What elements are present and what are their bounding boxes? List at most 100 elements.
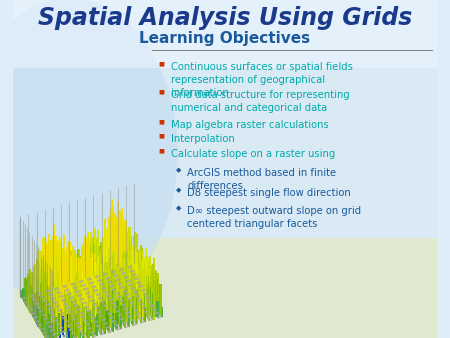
Bar — [115, 232, 117, 297]
Polygon shape — [99, 314, 104, 317]
Bar — [28, 277, 30, 303]
Bar — [136, 252, 138, 316]
Bar — [90, 258, 93, 320]
Bar — [80, 265, 81, 285]
Bar — [55, 264, 58, 317]
Bar — [94, 235, 95, 276]
Bar — [57, 279, 59, 328]
Polygon shape — [26, 305, 31, 308]
Bar — [144, 248, 147, 306]
Bar — [49, 306, 51, 330]
Bar — [31, 272, 33, 299]
Text: ■: ■ — [159, 61, 165, 66]
Polygon shape — [73, 304, 79, 307]
Bar — [128, 260, 130, 302]
Bar — [109, 265, 111, 279]
Bar — [43, 310, 45, 336]
Bar — [44, 305, 46, 338]
Bar — [64, 252, 66, 323]
Bar — [86, 250, 88, 288]
Bar — [101, 286, 103, 321]
Bar — [148, 282, 150, 321]
Bar — [106, 267, 108, 273]
Bar — [134, 283, 136, 321]
Bar — [76, 267, 78, 304]
Bar — [100, 269, 102, 295]
Bar — [120, 220, 122, 280]
Bar — [81, 250, 83, 296]
Bar — [71, 263, 73, 319]
Bar — [149, 287, 151, 314]
Bar — [135, 254, 137, 314]
Bar — [115, 318, 117, 329]
Bar — [68, 258, 69, 289]
Polygon shape — [103, 273, 108, 276]
Bar — [39, 301, 40, 329]
Bar — [61, 258, 63, 311]
Polygon shape — [93, 289, 99, 292]
Bar — [109, 251, 112, 303]
Bar — [84, 275, 86, 333]
Bar — [108, 218, 111, 286]
Polygon shape — [157, 315, 162, 318]
Bar — [68, 250, 70, 297]
Bar — [33, 281, 35, 294]
Polygon shape — [56, 291, 62, 294]
Bar — [126, 286, 128, 323]
Bar — [107, 262, 108, 306]
Bar — [126, 233, 128, 283]
Bar — [38, 296, 40, 320]
Bar — [46, 244, 49, 301]
Bar — [146, 284, 148, 317]
Bar — [110, 292, 112, 328]
Bar — [135, 254, 138, 291]
Polygon shape — [81, 301, 87, 305]
Bar — [130, 264, 132, 306]
Polygon shape — [48, 293, 53, 296]
Bar — [75, 287, 77, 334]
Polygon shape — [123, 276, 129, 279]
Bar — [73, 258, 75, 323]
Bar — [61, 250, 63, 327]
Bar — [134, 232, 136, 280]
Bar — [97, 261, 99, 322]
Bar — [54, 317, 57, 338]
Bar — [90, 260, 91, 318]
Polygon shape — [105, 276, 110, 280]
Bar — [100, 264, 102, 304]
Bar — [133, 276, 135, 319]
Bar — [74, 314, 76, 338]
Polygon shape — [50, 329, 55, 332]
Bar — [41, 279, 43, 317]
Bar — [72, 272, 73, 287]
Bar — [104, 219, 106, 294]
Bar — [67, 260, 69, 305]
Bar — [60, 260, 63, 293]
Polygon shape — [31, 312, 36, 315]
Bar — [36, 259, 38, 300]
Bar — [104, 302, 107, 327]
Bar — [124, 231, 126, 279]
Bar — [40, 251, 41, 306]
Bar — [66, 314, 68, 334]
Polygon shape — [129, 301, 134, 304]
Bar — [80, 290, 82, 334]
Bar — [57, 274, 59, 319]
Polygon shape — [114, 292, 119, 295]
Bar — [25, 286, 27, 297]
Bar — [95, 314, 98, 336]
Bar — [134, 257, 135, 312]
Polygon shape — [90, 317, 96, 320]
Bar — [86, 238, 87, 319]
Bar — [119, 211, 121, 287]
Polygon shape — [120, 286, 125, 289]
Bar — [124, 296, 126, 328]
Bar — [34, 264, 36, 312]
Bar — [131, 254, 134, 292]
Bar — [157, 272, 159, 312]
Text: Map algebra raster calculations: Map algebra raster calculations — [171, 120, 329, 130]
Polygon shape — [150, 304, 155, 307]
Bar — [99, 284, 102, 311]
Bar — [43, 259, 45, 296]
Bar — [128, 242, 130, 271]
